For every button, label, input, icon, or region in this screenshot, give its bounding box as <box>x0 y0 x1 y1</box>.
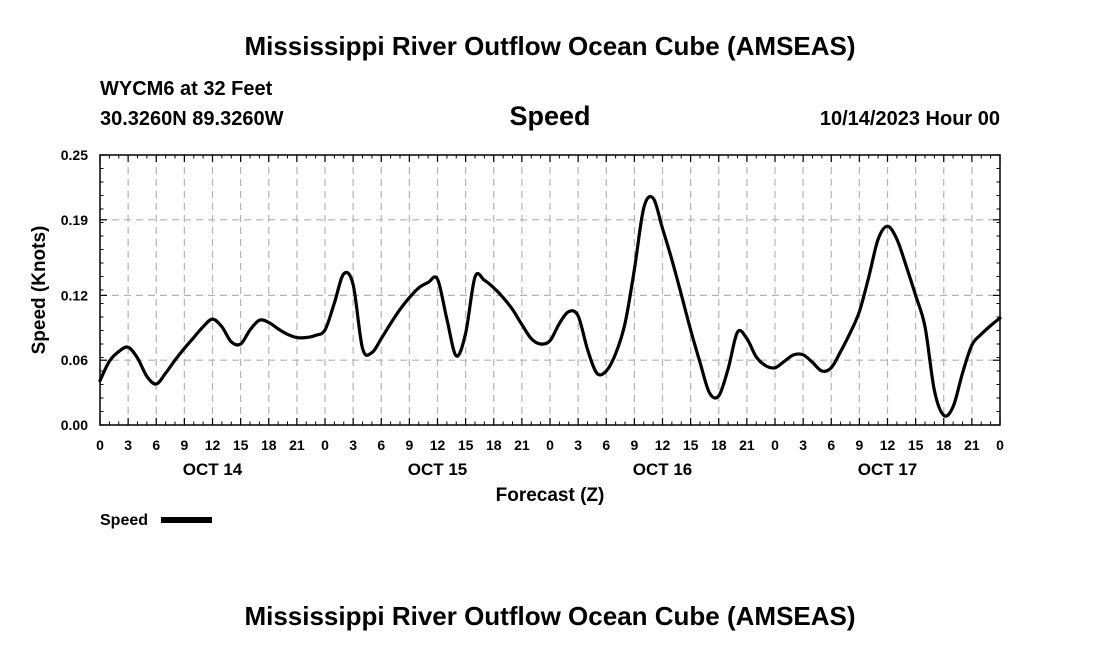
y-tick-label: 0.00 <box>61 417 88 433</box>
x-tick-label: 18 <box>936 437 952 453</box>
x-tick-label: 6 <box>827 437 835 453</box>
y-axis-ticks: 0.00 0.06 0.12 0.19 0.25 <box>61 147 1000 433</box>
x-tick-label: 15 <box>233 437 249 453</box>
legend-swatch <box>161 517 212 523</box>
day-labels: OCT 14 OCT 15 OCT 16 OCT 17 <box>183 460 918 479</box>
x-tick-label: 6 <box>602 437 610 453</box>
y-tick-label: 0.12 <box>61 287 88 303</box>
x-tick-label: 3 <box>574 437 582 453</box>
x-tick-label: 3 <box>799 437 807 453</box>
x-tick-label: 9 <box>855 437 863 453</box>
x-tick-label: 21 <box>514 437 530 453</box>
legend-label: Speed <box>100 512 148 529</box>
y-tick-label: 0.06 <box>61 352 88 368</box>
x-tick-label: 9 <box>630 437 638 453</box>
x-tick-label: 18 <box>711 437 727 453</box>
x-tick-label: 0 <box>321 437 329 453</box>
speed-series-line <box>98 195 1002 418</box>
x-axis-label: Forecast (Z) <box>496 485 605 506</box>
station-label: WYCM6 at 32 Feet <box>100 78 273 100</box>
chart-title: Mississippi River Outflow Ocean Cube (AM… <box>244 31 855 61</box>
y-tick-label: 0.25 <box>61 147 88 163</box>
x-tick-label: 0 <box>546 437 554 453</box>
y-axis-label: Speed (Knots) <box>29 226 50 355</box>
x-tick-label: 12 <box>880 437 896 453</box>
x-tick-label: 3 <box>349 437 357 453</box>
x-tick-label: 9 <box>405 437 413 453</box>
x-tick-label: 21 <box>739 437 755 453</box>
x-tick-label: 12 <box>430 437 446 453</box>
panel-title: Speed <box>509 101 590 131</box>
x-tick-label: 18 <box>486 437 502 453</box>
x-tick-label: 15 <box>908 437 924 453</box>
x-tick-label: 9 <box>180 437 188 453</box>
day-label: OCT 15 <box>408 460 468 479</box>
x-tick-label: 15 <box>458 437 474 453</box>
x-axis-ticks: 0 3 6 9 12 15 18 21 0 3 6 9 12 15 18 21 0 3 6 9 12 15 18 21 0 3 6 9… <box>96 155 1004 453</box>
day-label: OCT 14 <box>183 460 243 479</box>
x-tick-label: 21 <box>289 437 305 453</box>
x-tick-label: 0 <box>771 437 779 453</box>
x-tick-label: 0 <box>996 437 1004 453</box>
x-tick-label: 15 <box>683 437 699 453</box>
x-tick-label: 12 <box>655 437 671 453</box>
day-label: OCT 17 <box>858 460 918 479</box>
x-tick-label: 0 <box>96 437 104 453</box>
forecast-datetime: 10/14/2023 Hour 00 <box>820 108 1000 130</box>
x-tick-label: 21 <box>964 437 980 453</box>
x-tick-label: 18 <box>261 437 277 453</box>
day-label: OCT 16 <box>633 460 693 479</box>
x-tick-label: 6 <box>152 437 160 453</box>
y-tick-label: 0.19 <box>61 212 88 228</box>
x-tick-label: 3 <box>124 437 132 453</box>
coordinates-label: 30.3260N 89.3260W <box>100 108 284 130</box>
x-tick-label: 12 <box>205 437 221 453</box>
x-tick-label: 6 <box>377 437 385 453</box>
footer-title: Mississippi River Outflow Ocean Cube (AM… <box>244 601 855 631</box>
